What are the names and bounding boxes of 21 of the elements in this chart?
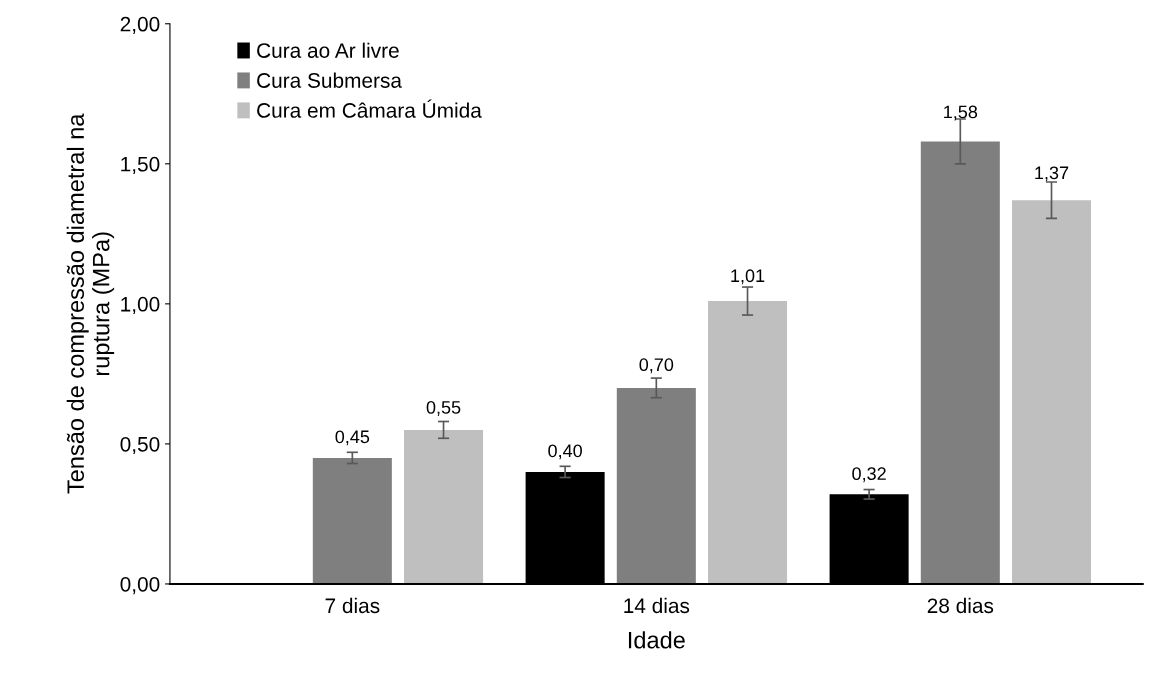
- y-tick-label: 2,00: [120, 16, 160, 34]
- x-axis-title: Idade: [628, 631, 685, 649]
- y-axis-title: Tensão de compressão diametral na ruptura (MPa): [66, 113, 115, 494]
- legend-label: Cura Submersa: [257, 72, 402, 88]
- y-tick-label: 0,00: [120, 576, 160, 595]
- x-tick-label: 28 dias: [927, 597, 994, 614]
- data-label: 0,55: [426, 401, 461, 416]
- data-label: 0,32: [852, 467, 886, 483]
- data-label: 0,45: [335, 430, 370, 446]
- y-tick-label: 1,50: [121, 156, 160, 175]
- data-label: 0,40: [548, 444, 582, 460]
- legend-label: Cura ao Ar livre: [257, 42, 399, 58]
- x-tick-label: 14 dias: [624, 597, 690, 614]
- data-label: 1,58: [944, 105, 978, 121]
- legend-label: Cura em Câmara Úmida: [257, 99, 482, 118]
- y-tick-label: 1,00: [121, 296, 160, 315]
- x-tick-label: 7 dias: [325, 597, 380, 614]
- data-label: 0,70: [639, 358, 674, 374]
- data-label: 1,37: [1035, 166, 1069, 182]
- data-label: 1,01: [731, 269, 765, 285]
- y-tick-label: 0,50: [120, 436, 160, 455]
